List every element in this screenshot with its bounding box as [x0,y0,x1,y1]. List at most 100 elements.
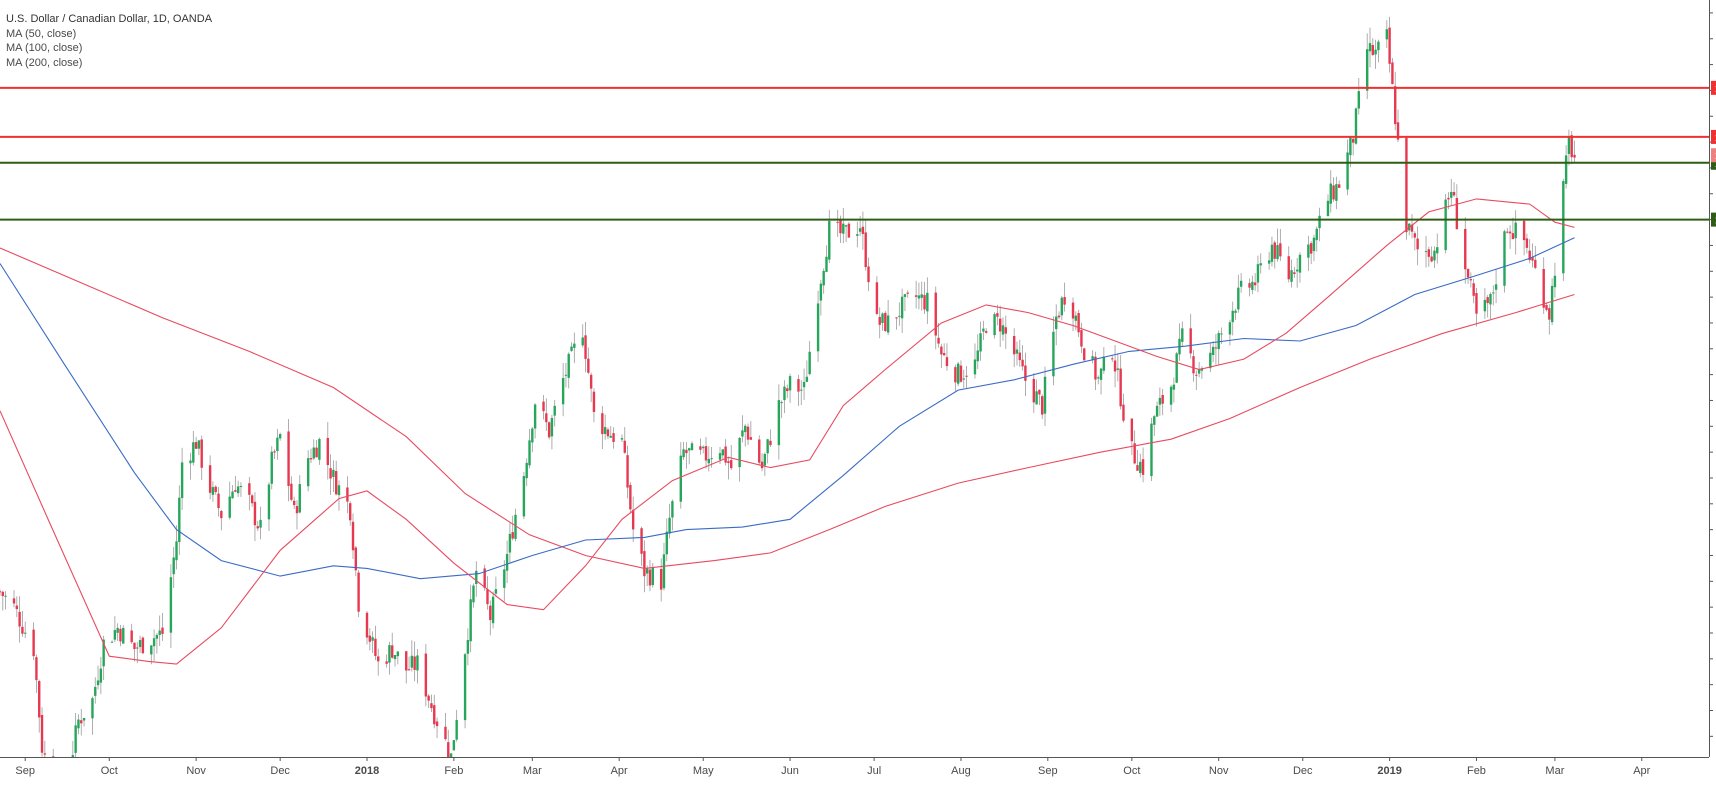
candle-down [220,510,223,519]
candle-down [1528,250,1531,261]
candle-up [1366,49,1369,91]
candle-up [651,567,654,586]
candle-down [1430,256,1433,262]
level-label-bg [1711,212,1716,227]
candle-up [1267,260,1271,264]
candle-down [1133,443,1136,464]
candle-down [631,509,635,530]
candle-down [1004,327,1007,334]
candle-up [1043,376,1047,414]
candle-down [1,591,5,597]
candle-down [1475,293,1478,314]
candle-up [172,557,175,575]
candle-down [797,379,800,392]
candle-up [1483,299,1487,312]
current-price-bg [1711,148,1716,163]
candle-up [1015,349,1019,354]
candle-up [278,434,282,439]
x-tick-label: 2019 [1377,765,1401,777]
candle-down [730,460,733,469]
candle-up [1312,237,1316,252]
candle-down [354,547,358,571]
candle-down [895,317,898,319]
candle-down [1253,282,1257,286]
candle-up [267,484,271,520]
candle-down [377,656,380,662]
candle-up [1385,29,1389,40]
candle-up [858,228,862,232]
candle-up [410,655,414,668]
ma-100-line [0,237,1575,580]
candle-up [581,337,584,346]
candle-down [1192,356,1195,374]
x-tick-label: Mar [523,765,542,777]
candle-down [724,446,727,463]
candle-up [1489,293,1492,305]
candle-down [287,431,290,486]
candle-up [690,443,694,451]
candle-up [211,487,215,495]
candle-up [1436,247,1439,254]
candle-down [32,629,35,657]
candle-down [1012,336,1016,355]
candle-down [309,458,313,460]
candle-down [923,295,926,310]
candle-up [332,469,335,477]
candle-down [295,506,299,514]
candle-up [522,476,526,517]
candle-up [1172,384,1176,390]
candle-up [91,698,94,719]
candle-down [391,645,394,658]
candle-up [239,485,243,487]
candle-up [744,425,747,433]
candle-up [1239,280,1243,287]
candle-up [505,554,509,571]
candle-up [1298,254,1302,273]
candle-down [959,365,963,382]
candle-up [668,517,671,534]
candle-down [937,337,940,344]
candle-down [1189,328,1192,354]
candle-up [525,462,528,479]
candle-up [228,496,231,518]
candle-up [1228,322,1232,335]
candle-down [413,656,416,670]
candle-down [1525,238,1529,248]
candle-up [503,569,506,588]
candle-up [1514,222,1517,239]
candle-up [449,753,453,757]
x-tick-label: Nov [186,765,206,777]
candle-up [763,453,767,466]
candle-up [718,453,722,460]
candle-up [1153,416,1156,425]
candle-down [407,669,411,671]
x-tick-label: Mar [1545,765,1564,777]
candle-up [1251,281,1254,290]
ma-50-line [0,198,1575,665]
candle-down [1214,347,1218,349]
candle-down [217,493,220,509]
candle-up [783,386,786,401]
candle-up [645,568,649,574]
candle-up [1433,250,1436,261]
candle-up [1102,356,1106,371]
candle-down [1396,122,1400,140]
candle-up [276,437,279,452]
candle-up [898,315,901,317]
candle-up [169,577,173,633]
candle-down [1394,86,1397,125]
x-tick-label: Sep [15,765,35,777]
candle-down [329,468,332,479]
candle-down [1122,404,1125,421]
candle-up [1116,368,1120,370]
candle-up [494,589,498,594]
candle-down [1113,360,1117,372]
candle-up [917,295,921,299]
candle-up [856,234,859,236]
x-tick-label: Jul [867,765,881,777]
candle-down [52,756,55,757]
candle-up [1450,191,1453,198]
candle-down [699,446,702,450]
